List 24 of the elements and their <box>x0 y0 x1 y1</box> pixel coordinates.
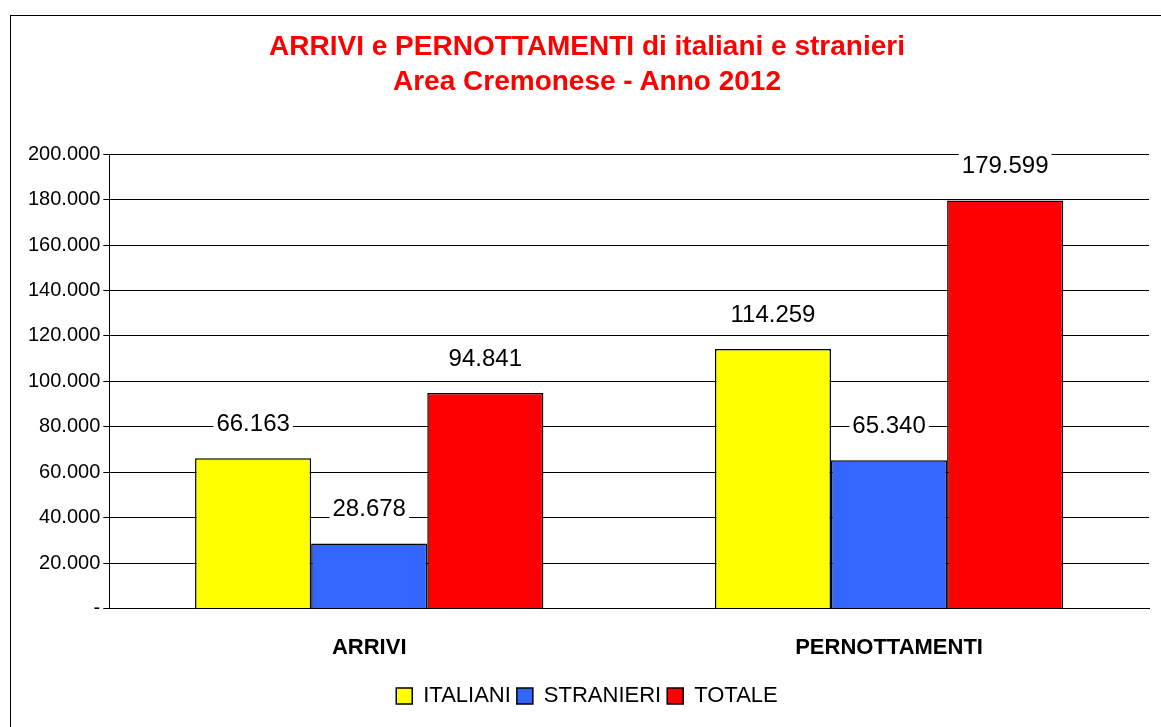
x-tick-label: PERNOTTAMENTI <box>795 633 983 659</box>
y-tick-label: 180.000 <box>28 187 101 210</box>
legend-label: TOTALE <box>694 682 778 708</box>
y-tick-label: 20.000 <box>39 550 101 573</box>
legend-label: STRANIERI <box>543 682 662 708</box>
data-label: 65.340 <box>852 410 926 438</box>
legend-label: ITALIANI <box>423 682 511 708</box>
data-label: 179.599 <box>961 151 1049 179</box>
chart-subtitle: Area Cremonese - Anno 2012 <box>393 65 781 97</box>
chart-title: ARRIVI e PERNOTTAMENTI di italiani e stranieri <box>269 29 905 61</box>
y-tick-label: 80.000 <box>39 414 101 437</box>
y-tick-label: - <box>93 596 101 619</box>
y-tick-label: 140.000 <box>28 278 101 301</box>
y-tick-label: 60.000 <box>39 459 101 482</box>
y-tick-label: 200.000 <box>28 141 101 164</box>
data-label: 28.678 <box>332 494 406 522</box>
data-label: 66.163 <box>216 408 290 436</box>
y-tick-label: 40.000 <box>39 505 101 528</box>
y-tick-label: 160.000 <box>28 232 101 255</box>
data-label: 114.259 <box>730 299 816 327</box>
data-label: 94.841 <box>448 343 523 371</box>
x-tick-label: ARRIVI <box>331 633 407 659</box>
y-tick-label: 120.000 <box>28 323 101 346</box>
y-tick-label: 100.000 <box>28 368 101 391</box>
